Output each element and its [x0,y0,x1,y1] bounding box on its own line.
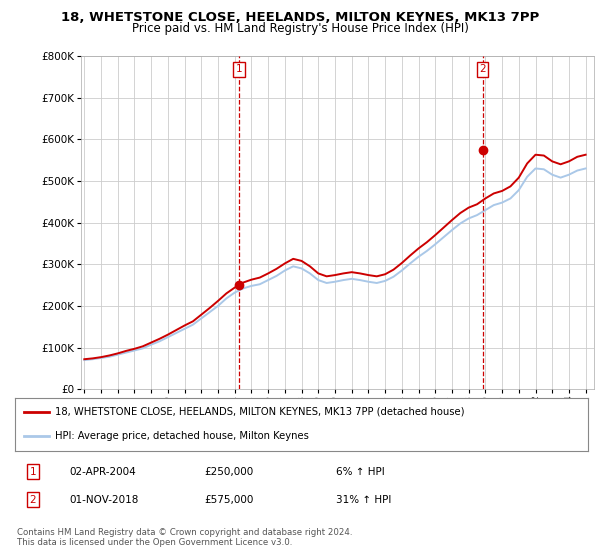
Text: 1: 1 [29,466,37,477]
Text: Contains HM Land Registry data © Crown copyright and database right 2024.
This d: Contains HM Land Registry data © Crown c… [17,528,352,547]
Text: 02-APR-2004: 02-APR-2004 [69,466,136,477]
Text: HPI: Average price, detached house, Milton Keynes: HPI: Average price, detached house, Milt… [55,431,309,441]
Text: 2: 2 [479,64,486,74]
Text: 01-NOV-2018: 01-NOV-2018 [69,494,139,505]
Text: 18, WHETSTONE CLOSE, HEELANDS, MILTON KEYNES, MK13 7PP (detached house): 18, WHETSTONE CLOSE, HEELANDS, MILTON KE… [55,407,464,417]
Text: £575,000: £575,000 [204,494,253,505]
Text: 18, WHETSTONE CLOSE, HEELANDS, MILTON KEYNES, MK13 7PP: 18, WHETSTONE CLOSE, HEELANDS, MILTON KE… [61,11,539,24]
Text: 1: 1 [236,64,242,74]
Text: 2: 2 [29,494,37,505]
Text: £250,000: £250,000 [204,466,253,477]
Text: 6% ↑ HPI: 6% ↑ HPI [336,466,385,477]
Text: 31% ↑ HPI: 31% ↑ HPI [336,494,391,505]
Text: Price paid vs. HM Land Registry's House Price Index (HPI): Price paid vs. HM Land Registry's House … [131,22,469,35]
